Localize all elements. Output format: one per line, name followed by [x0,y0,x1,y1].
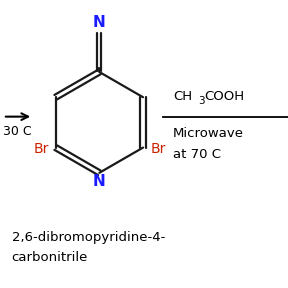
Text: 30 C: 30 C [3,124,31,138]
Text: carbonitrile: carbonitrile [12,251,88,264]
Text: N: N [93,15,106,30]
Text: 2,6-dibromopyridine-4-: 2,6-dibromopyridine-4- [12,231,165,244]
Text: N: N [93,174,106,189]
Text: CH: CH [173,90,192,103]
Text: Microwave: Microwave [173,127,244,141]
Text: at 70 C: at 70 C [173,147,221,161]
Text: Br: Br [33,142,48,156]
Text: 3: 3 [198,96,205,106]
Text: COOH: COOH [204,90,244,103]
Text: Br: Br [150,142,166,156]
